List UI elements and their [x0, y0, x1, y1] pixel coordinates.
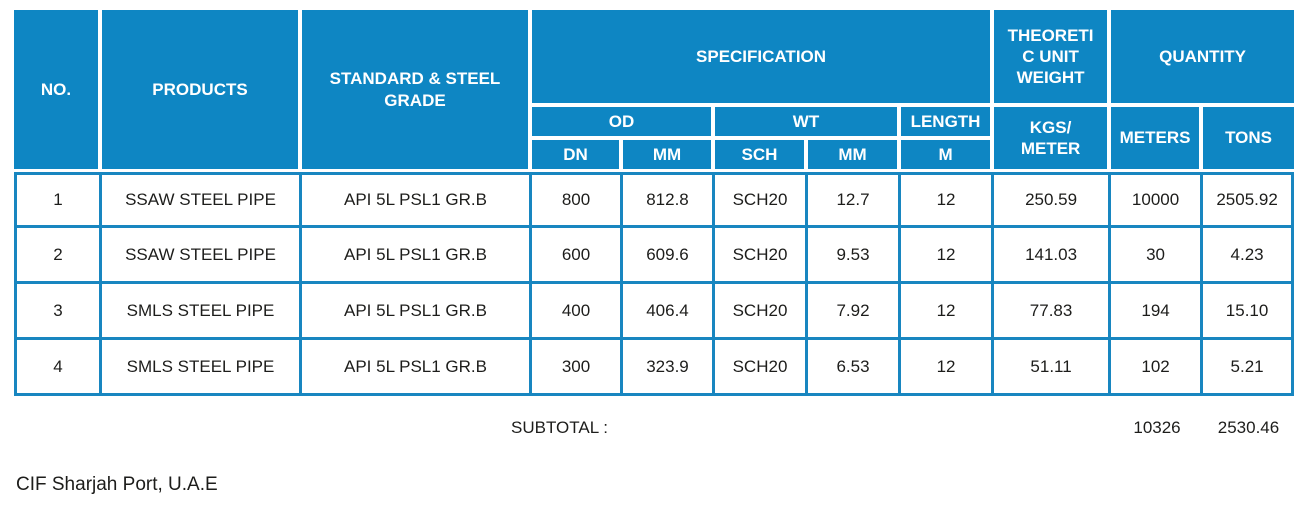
header-wt-sch: SCH — [715, 140, 808, 172]
cell-kgs-per-meter: 141.03 — [994, 228, 1112, 284]
cell-tons: 5.21 — [1203, 340, 1295, 396]
cell-tons: 15.10 — [1203, 284, 1295, 340]
cell-od-dn: 300 — [532, 340, 623, 396]
cell-length-m: 12 — [901, 340, 995, 396]
cell-product: SSAW STEEL PIPE — [102, 228, 302, 284]
cell-od-dn: 400 — [532, 284, 623, 340]
table-header: NO. PRODUCTS STANDARD & STEEL GRADE SPEC… — [14, 10, 1295, 172]
cell-no: 4 — [14, 340, 102, 396]
cell-wt-mm: 9.53 — [808, 228, 901, 284]
cell-meters: 194 — [1111, 284, 1204, 340]
cell-meters: 10000 — [1111, 172, 1204, 228]
header-od: OD — [532, 107, 715, 140]
cell-product: SSAW STEEL PIPE — [102, 172, 302, 228]
header-kgs-per-meter: KGS/ METER — [994, 107, 1112, 172]
cell-no: 1 — [14, 172, 102, 228]
cell-meters: 102 — [1111, 340, 1204, 396]
cell-length-m: 12 — [901, 228, 995, 284]
header-length: LENGTH — [901, 107, 995, 140]
table-row: 2 SSAW STEEL PIPE API 5L PSL1 GR.B 600 6… — [14, 228, 1295, 284]
cell-wt-mm: 6.53 — [808, 340, 901, 396]
cell-product: SMLS STEEL PIPE — [102, 340, 302, 396]
header-meters: METERS — [1111, 107, 1204, 172]
cell-od-mm: 609.6 — [623, 228, 715, 284]
cell-kgs-per-meter: 51.11 — [994, 340, 1112, 396]
cell-wt-sch: SCH20 — [715, 228, 808, 284]
cell-od-dn: 600 — [532, 228, 623, 284]
subtotal-label: SUBTOTAL : — [511, 418, 608, 437]
cell-kgs-per-meter: 77.83 — [994, 284, 1112, 340]
cell-standard: API 5L PSL1 GR.B — [302, 172, 532, 228]
subtotal-meters-value: 10326 — [1133, 418, 1181, 437]
table-row: 3 SMLS STEEL PIPE API 5L PSL1 GR.B 400 4… — [14, 284, 1295, 340]
header-no: NO. — [14, 10, 102, 172]
cell-no: 3 — [14, 284, 102, 340]
cell-wt-sch: SCH20 — [715, 340, 808, 396]
cell-meters: 30 — [1111, 228, 1204, 284]
header-length-m: M — [901, 140, 995, 172]
cell-tons: 4.23 — [1203, 228, 1295, 284]
table-row: 4 SMLS STEEL PIPE API 5L PSL1 GR.B 300 3… — [14, 340, 1295, 396]
cell-length-m: 12 — [901, 284, 995, 340]
table-body: 1 SSAW STEEL PIPE API 5L PSL1 GR.B 800 8… — [14, 172, 1295, 396]
header-standard-steel-grade: STANDARD & STEEL GRADE — [302, 10, 532, 172]
cell-standard: API 5L PSL1 GR.B — [302, 228, 532, 284]
cell-tons: 2505.92 — [1203, 172, 1295, 228]
header-specification: SPECIFICATION — [532, 10, 995, 107]
header-wt: WT — [715, 107, 901, 140]
cell-od-mm: 323.9 — [623, 340, 715, 396]
delivery-terms-text: CIF Sharjah Port, U.A.E — [16, 474, 218, 495]
cell-product: SMLS STEEL PIPE — [102, 284, 302, 340]
cell-standard: API 5L PSL1 GR.B — [302, 340, 532, 396]
header-wt-mm: MM — [808, 140, 901, 172]
cell-od-mm: 406.4 — [623, 284, 715, 340]
header-products: PRODUCTS — [102, 10, 302, 172]
cell-kgs-per-meter: 250.59 — [994, 172, 1112, 228]
cell-no: 2 — [14, 228, 102, 284]
table-row: 1 SSAW STEEL PIPE API 5L PSL1 GR.B 800 8… — [14, 172, 1295, 228]
cell-wt-sch: SCH20 — [715, 284, 808, 340]
subtotal-tons-value: 2530.46 — [1217, 418, 1280, 437]
cell-standard: API 5L PSL1 GR.B — [302, 284, 532, 340]
cell-od-dn: 800 — [532, 172, 623, 228]
cell-wt-sch: SCH20 — [715, 172, 808, 228]
header-quantity: QUANTITY — [1111, 10, 1295, 107]
subtotal-row: SUBTOTAL : 10326 2530.46 — [0, 418, 1311, 440]
cell-wt-mm: 12.7 — [808, 172, 901, 228]
header-theoretic-unit-weight: THEORETI C UNIT WEIGHT — [994, 10, 1112, 107]
cell-length-m: 12 — [901, 172, 995, 228]
cell-wt-mm: 7.92 — [808, 284, 901, 340]
cell-od-mm: 812.8 — [623, 172, 715, 228]
header-od-dn: DN — [532, 140, 623, 172]
pipe-quotation-table: NO. PRODUCTS STANDARD & STEEL GRADE SPEC… — [14, 10, 1295, 396]
header-od-mm: MM — [623, 140, 715, 172]
header-tons: TONS — [1203, 107, 1295, 172]
